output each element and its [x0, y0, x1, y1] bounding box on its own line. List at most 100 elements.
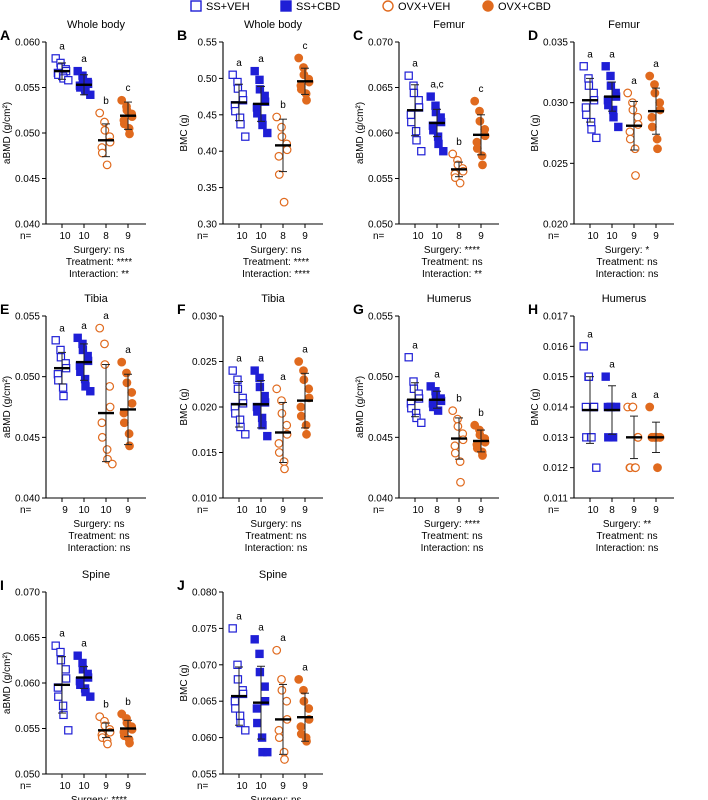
y-tick-label: 0.065	[368, 83, 393, 94]
significance-letter: a	[280, 372, 286, 383]
data-point	[434, 139, 443, 149]
data-point	[51, 54, 60, 63]
y-tick-label: 0.040	[368, 494, 393, 505]
y-tick-label: 0.30	[198, 220, 218, 231]
data-point	[650, 80, 659, 89]
significance-letter: a	[653, 390, 659, 401]
data-point	[228, 624, 237, 633]
data-point	[294, 53, 304, 63]
data-point	[117, 357, 127, 367]
n-label: 10	[59, 781, 71, 792]
data-point	[299, 366, 308, 376]
data-point	[241, 726, 250, 735]
panel-title: Whole body	[244, 19, 303, 31]
group-ss-cbd: a 10	[73, 639, 95, 792]
data-point	[294, 674, 304, 684]
data-point	[241, 132, 250, 141]
stat-line: Treatment: ns	[421, 257, 482, 268]
n-label: 10	[587, 505, 599, 516]
n-label: 10	[255, 231, 267, 242]
significance-letter: a	[587, 49, 593, 60]
group-ss-cbd: a 10	[73, 321, 95, 516]
data-point	[404, 353, 413, 362]
significance-letter: b	[456, 394, 462, 405]
data-point	[86, 692, 95, 701]
significance-letter: a	[236, 354, 242, 365]
n-prefix: n=	[548, 231, 560, 242]
data-point	[455, 457, 465, 467]
stat-line: Treatment: ****	[243, 257, 309, 268]
legend-label: SS+CBD	[296, 1, 340, 13]
n-label: 10	[78, 781, 90, 792]
y-axis-label: aBMD (g/cm²)	[2, 376, 13, 438]
y-tick-label: 0.055	[15, 724, 40, 735]
n-label: 10	[59, 231, 71, 242]
data-point	[414, 394, 424, 403]
significance-letter: c	[303, 41, 308, 52]
y-tick-label: 0.020	[192, 403, 217, 414]
data-point	[470, 96, 480, 106]
y-tick-label: 0.070	[15, 588, 40, 599]
y-tick-label: 0.016	[543, 342, 568, 353]
n-label: 10	[412, 505, 424, 516]
panel-letter: H	[528, 301, 538, 317]
y-tick-label: 0.060	[368, 129, 393, 140]
legend-item-ss-cbd: SS+CBD	[280, 0, 340, 13]
data-point	[653, 463, 662, 473]
y-tick-label: 0.055	[192, 770, 217, 781]
stat-line: Treatment: ns	[245, 531, 306, 542]
data-point	[102, 160, 112, 170]
significance-letter: b	[103, 96, 109, 107]
group-ovx-veh: b9	[448, 394, 468, 516]
data-point	[592, 133, 601, 143]
data-point	[119, 418, 129, 428]
legend-label: OVX+VEH	[398, 1, 450, 13]
y-tick-label: 0.55	[198, 38, 218, 49]
stat-line: Interaction: **	[422, 269, 482, 280]
significance-letter: a	[631, 390, 637, 401]
data-point	[277, 408, 287, 418]
data-point	[581, 103, 591, 112]
y-tick-label: 0.012	[543, 463, 568, 474]
data-point	[64, 726, 73, 735]
legend-marker	[190, 0, 202, 12]
data-point	[647, 112, 657, 122]
n-label: 9	[280, 781, 286, 792]
data-point	[76, 367, 85, 377]
data-point	[236, 718, 245, 728]
data-point	[51, 336, 60, 345]
group-ss-cbd: a8	[601, 360, 621, 516]
y-tick-label: 0.060	[192, 733, 217, 744]
data-point	[233, 384, 243, 394]
group-ss-cbd: a 10	[601, 49, 623, 242]
data-point	[277, 685, 287, 695]
stat-line: Interaction: **	[69, 269, 129, 280]
y-tick-label: 0.011	[544, 494, 569, 505]
data-point	[431, 107, 441, 117]
y-tick-label: 0.080	[192, 588, 217, 599]
data-point	[450, 173, 460, 182]
stat-line: Surgery: ns	[73, 245, 124, 256]
data-point	[260, 682, 269, 691]
group-ovx-veh: b8	[272, 100, 292, 242]
significance-letter: a	[302, 662, 308, 673]
significance-letter: b	[280, 100, 286, 111]
significance-letter: b	[125, 697, 131, 708]
y-tick-label: 0.50	[198, 74, 218, 85]
data-point	[255, 667, 265, 677]
data-point	[628, 105, 638, 115]
data-point	[478, 451, 487, 460]
data-point	[255, 75, 264, 85]
data-point	[95, 108, 105, 118]
data-point	[601, 372, 610, 381]
group-ss-veh: a 10	[228, 611, 250, 792]
panel-letter: I	[0, 577, 4, 593]
n-label: 9	[631, 231, 637, 242]
data-point	[117, 95, 127, 105]
data-point	[73, 66, 82, 76]
data-point	[472, 144, 482, 153]
data-point	[255, 373, 264, 383]
data-point	[61, 665, 70, 674]
